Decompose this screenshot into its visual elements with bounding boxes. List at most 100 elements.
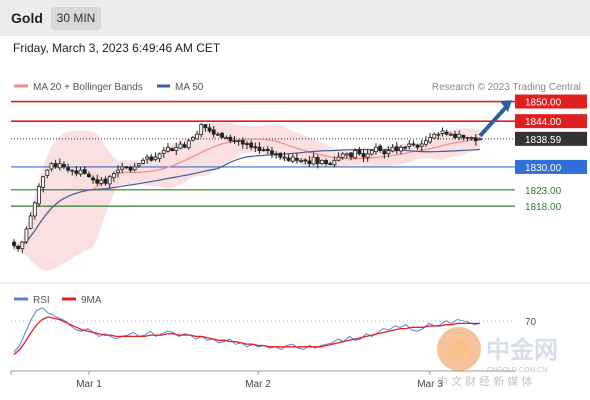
candle-body (261, 149, 266, 152)
candle-body (74, 170, 79, 174)
candle-body (236, 140, 241, 143)
candle-body (282, 156, 287, 159)
level-tag-last-price (515, 131, 587, 146)
candle-body (245, 143, 249, 145)
legend-label-9ma: 9MA (81, 295, 102, 306)
candle-body (407, 143, 412, 147)
level-label: 1850.00 (525, 98, 562, 109)
level-tag-pivot (515, 159, 587, 174)
legend-label-rsi: RSI (33, 295, 50, 306)
level-tag-resistance (515, 94, 587, 109)
candle-body (461, 134, 466, 138)
candle-body (428, 137, 432, 143)
candle-body (12, 241, 16, 246)
level-tag-resistance (515, 114, 587, 129)
candle-body (228, 136, 233, 142)
candle-body (174, 146, 179, 151)
candle-body (82, 169, 87, 174)
candle-body (166, 146, 170, 152)
legend-label-ma20: MA 20 + Bollinger Bands (33, 82, 143, 93)
level-label: 1830.00 (525, 163, 562, 174)
price-levels (11, 100, 515, 207)
legend-label-ma50: MA 50 (175, 82, 204, 93)
candle-body (436, 133, 441, 136)
candle-body (86, 173, 91, 178)
candle-body (57, 163, 62, 169)
candle-body (157, 153, 162, 159)
candle-body (303, 159, 308, 162)
candle-body (116, 169, 120, 173)
candle-body (182, 144, 187, 148)
candle-body (128, 166, 133, 171)
candle-body (444, 131, 449, 135)
candle-body (124, 166, 129, 169)
candle-body (315, 157, 320, 165)
candle-body (328, 163, 333, 166)
candle-body (311, 156, 316, 165)
candle-body (215, 133, 220, 136)
candle-body (145, 156, 150, 160)
candle-body (141, 159, 145, 164)
x-tick-label: Mar 1 (76, 379, 102, 390)
timeframe-button[interactable]: 30 MIN (51, 7, 101, 30)
candle-body (253, 146, 258, 149)
forecast-arrow-shaft (478, 105, 508, 138)
candle-body (220, 132, 224, 138)
candle-body (453, 133, 457, 138)
candle-body (224, 137, 229, 139)
candle-body (257, 146, 262, 151)
candle-body (95, 179, 100, 184)
watermark-brand: 中金网 (486, 336, 558, 364)
candle-body (357, 149, 362, 155)
watermark-logo-inner (449, 339, 469, 359)
candle-body (120, 166, 125, 170)
candle-body (419, 143, 424, 147)
candle-body (386, 150, 391, 154)
candle-body (307, 160, 312, 165)
watermark-url: CNGOLD.COM.CN (487, 367, 547, 374)
candle-body (469, 137, 474, 139)
candle-body (49, 163, 54, 170)
candle-body (20, 241, 25, 250)
level-label: 1823.00 (525, 186, 562, 197)
candle-body (448, 133, 453, 136)
candle-body (203, 124, 208, 129)
candle-body (457, 133, 462, 138)
candle-body (41, 176, 46, 188)
candle-body (70, 169, 75, 172)
candle-body (149, 156, 154, 161)
candle-body (107, 176, 112, 185)
candle-body (340, 153, 345, 158)
instrument-title: Gold (11, 10, 43, 26)
candle-body (186, 140, 191, 149)
candle-body (415, 144, 420, 148)
candle-body (249, 142, 254, 148)
candle-body (153, 156, 158, 161)
rsi-line (13, 307, 481, 353)
rsi-lines (13, 307, 481, 356)
candle-body (382, 150, 387, 155)
level-labels: 1850.00 1844.00 1838.59 1830.00 1823.00 1818.… (515, 94, 587, 213)
candle-body (170, 148, 175, 151)
watermark-logo-icon (437, 327, 481, 371)
candle-body (37, 186, 41, 205)
candle-body (62, 163, 66, 168)
candle-body (403, 146, 408, 149)
candle-body (232, 140, 237, 143)
candle-body (195, 133, 199, 140)
rsi-9ma-line (13, 316, 480, 356)
candle-body (111, 173, 116, 179)
candle-body (353, 150, 358, 159)
candle-body (211, 129, 216, 135)
candle-body (53, 163, 58, 168)
candle-body (374, 146, 378, 152)
watermark-tagline: 中 文 财 经 新 媒 体 (437, 374, 532, 388)
timestamp: Friday, March 3, 2023 6:49:46 AM CET (13, 41, 221, 55)
candle-body (103, 178, 108, 184)
candle-body (240, 139, 245, 145)
header-bar: Gold 30 MIN (0, 0, 590, 36)
candle-body (478, 138, 482, 141)
watermark: 中金网 CNGOLD.COM.CN 中 文 财 经 新 媒 体 (437, 327, 558, 388)
candle-body (332, 159, 337, 166)
candle-body (78, 169, 83, 175)
